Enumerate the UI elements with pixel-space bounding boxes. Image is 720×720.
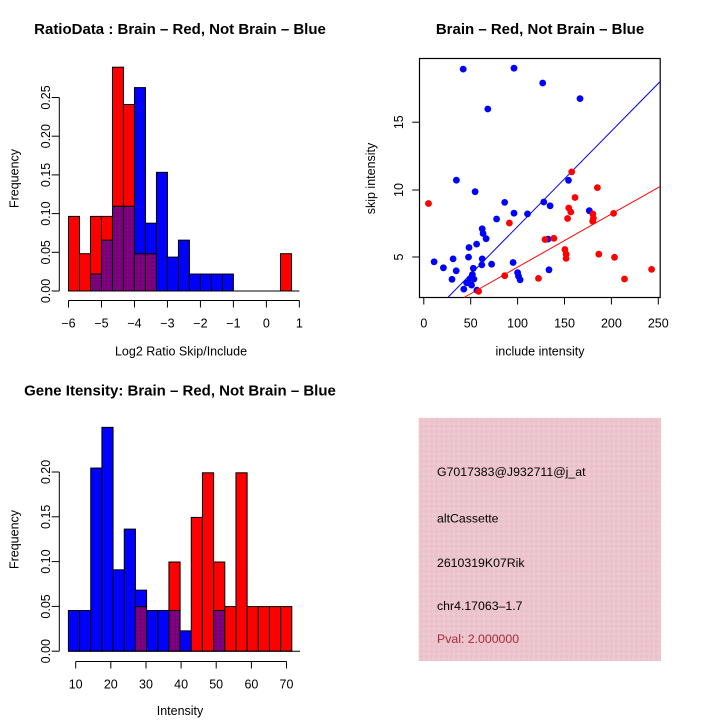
- svg-text:altCassette: altCassette: [437, 511, 499, 525]
- svg-text:0.20: 0.20: [39, 460, 53, 484]
- svg-text:0.25: 0.25: [39, 85, 53, 109]
- svg-text:Pval: 2.000000: Pval: 2.000000: [437, 632, 519, 646]
- svg-text:200: 200: [601, 316, 622, 330]
- svg-text:−5: −5: [94, 316, 108, 330]
- svg-text:40: 40: [174, 677, 188, 691]
- svg-text:Frequency: Frequency: [7, 509, 21, 569]
- svg-text:50: 50: [209, 677, 223, 691]
- svg-text:Gene Itensity: Brain – Red, No: Gene Itensity: Brain – Red, Not Brain – …: [24, 383, 336, 400]
- svg-text:0.10: 0.10: [39, 201, 53, 225]
- svg-text:0.05: 0.05: [39, 594, 53, 618]
- svg-text:30: 30: [139, 677, 153, 691]
- svg-text:0.05: 0.05: [39, 240, 53, 264]
- svg-text:−6: −6: [61, 316, 75, 330]
- svg-text:0: 0: [263, 316, 270, 330]
- svg-text:150: 150: [554, 316, 575, 330]
- svg-text:60: 60: [244, 677, 258, 691]
- svg-text:5: 5: [392, 253, 406, 260]
- svg-text:0: 0: [420, 316, 427, 330]
- svg-text:−4: −4: [127, 316, 141, 330]
- svg-text:chr4.17063–1.7: chr4.17063–1.7: [437, 599, 523, 613]
- svg-text:0.15: 0.15: [39, 163, 53, 187]
- svg-text:2610319K07Rik: 2610319K07Rik: [437, 556, 525, 570]
- svg-text:include intensity: include intensity: [496, 345, 586, 359]
- svg-text:250: 250: [648, 316, 669, 330]
- svg-text:100: 100: [507, 316, 528, 330]
- svg-text:−1: −1: [226, 316, 240, 330]
- svg-text:Frequency: Frequency: [7, 148, 21, 208]
- svg-text:skip intensity: skip intensity: [364, 142, 378, 214]
- svg-text:50: 50: [464, 316, 478, 330]
- svg-text:RatioData : Brain – Red, Not B: RatioData : Brain – Red, Not Brain – Blu…: [34, 21, 326, 38]
- svg-text:15: 15: [392, 115, 406, 129]
- svg-text:−3: −3: [160, 316, 174, 330]
- svg-text:Log2 Ratio Skip/Include: Log2 Ratio Skip/Include: [115, 345, 247, 359]
- svg-text:10: 10: [69, 677, 83, 691]
- svg-text:20: 20: [104, 677, 118, 691]
- svg-text:0.10: 0.10: [39, 549, 53, 573]
- svg-text:Intensity: Intensity: [157, 704, 204, 718]
- svg-text:10: 10: [392, 183, 406, 197]
- svg-text:−2: −2: [193, 316, 207, 330]
- svg-text:0.15: 0.15: [39, 505, 53, 529]
- svg-text:0.00: 0.00: [39, 279, 53, 303]
- svg-text:0.00: 0.00: [39, 639, 53, 663]
- svg-text:0.20: 0.20: [39, 124, 53, 148]
- svg-text:Brain – Red, Not Brain – Blue: Brain – Red, Not Brain – Blue: [436, 21, 644, 38]
- svg-text:70: 70: [280, 677, 294, 691]
- svg-text:1: 1: [296, 316, 303, 330]
- svg-text:G7017383@J932711@j_at: G7017383@J932711@j_at: [437, 465, 586, 479]
